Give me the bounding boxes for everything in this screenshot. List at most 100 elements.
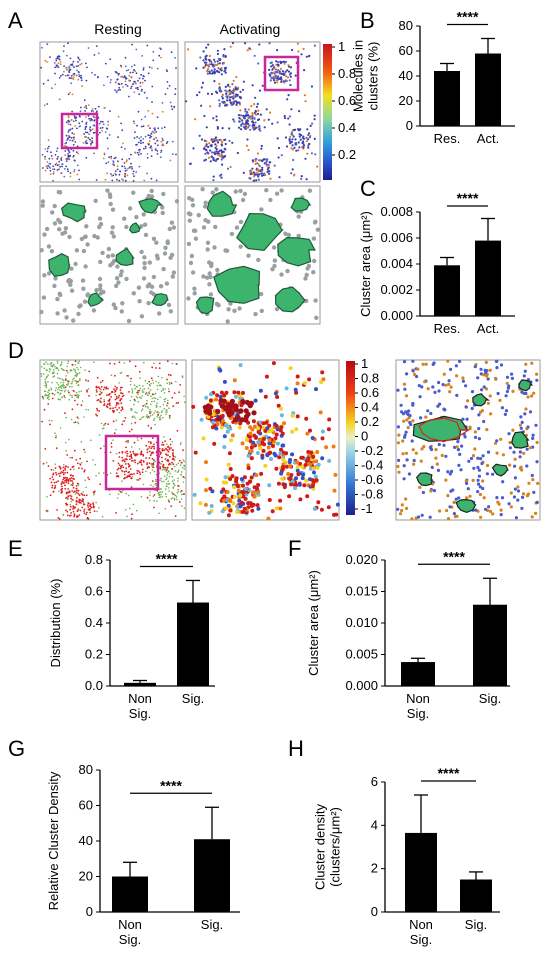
molecule-point [283, 231, 288, 236]
y-tick-label: 0.6 [85, 584, 103, 599]
molecule-point [509, 505, 513, 509]
molecule-point [79, 366, 82, 369]
molecule-point [72, 136, 75, 139]
molecule-point [132, 460, 135, 462]
molecule-point [226, 103, 229, 106]
molecule-point [274, 506, 279, 511]
molecule-point [132, 71, 134, 74]
molecule-point [70, 495, 73, 498]
molecule-point [110, 157, 112, 160]
molecule-point [259, 169, 262, 172]
molecule-point [155, 367, 157, 369]
molecule-point [217, 150, 220, 153]
y-tick-label: 60 [79, 798, 93, 813]
molecule-point [76, 164, 79, 167]
colorbar-tick-label: -0.4 [361, 458, 383, 473]
molecule-point [44, 155, 46, 158]
molecule-point [267, 441, 272, 446]
molecule-point [221, 95, 224, 98]
cluster-outline [511, 431, 530, 449]
molecule-point [226, 167, 230, 170]
molecule-point [507, 384, 511, 388]
molecule-point [244, 108, 247, 111]
molecule-point [60, 367, 63, 370]
molecule-point [133, 122, 136, 125]
molecule-point [220, 154, 223, 157]
molecule-point [286, 69, 289, 72]
molecule-point [67, 277, 72, 283]
molecule-point [137, 141, 140, 144]
molecule-point [290, 131, 293, 134]
molecule-point [476, 376, 480, 380]
molecule-point [486, 401, 490, 405]
molecule-point [55, 311, 60, 316]
y-axis-label: Cluster area (μm²) [358, 211, 373, 317]
molecule-point [293, 146, 296, 149]
molecule-point [513, 457, 517, 461]
molecule-point [241, 483, 245, 488]
molecule-point [80, 404, 83, 407]
dual-color-scatter-image [39, 359, 187, 521]
molecule-point [198, 91, 201, 94]
molecule-point [485, 428, 489, 432]
molecule-point [150, 403, 152, 406]
molecule-point [67, 488, 70, 490]
molecule-point [220, 151, 224, 154]
molecule-point [169, 443, 172, 446]
molecule-point [228, 499, 233, 503]
molecule-point [105, 386, 108, 389]
molecule-point [63, 390, 66, 393]
molecule-point [171, 153, 174, 156]
molecule-point [246, 253, 251, 258]
molecule-point [75, 119, 77, 122]
molecule-point [477, 468, 481, 472]
molecule-point [156, 411, 158, 414]
molecule-point [116, 408, 119, 411]
molecule-point [166, 449, 169, 452]
molecule-point [47, 381, 49, 383]
molecule-point [126, 318, 132, 324]
molecule-point [508, 440, 512, 445]
molecule-point [259, 159, 262, 162]
molecule-point [117, 396, 120, 399]
molecule-point [120, 371, 123, 374]
molecule-point [68, 438, 70, 441]
molecule-point [69, 123, 72, 126]
molecule-point [254, 473, 259, 478]
molecule-point [57, 480, 60, 482]
molecule-point [152, 485, 154, 488]
molecule-point [92, 459, 94, 461]
molecule-point [170, 382, 173, 385]
molecule-point [279, 188, 284, 193]
molecule-point [142, 265, 147, 271]
molecule-point [280, 476, 285, 481]
molecule-point [124, 76, 126, 79]
molecule-point [524, 362, 528, 366]
molecule-point [180, 442, 182, 444]
molecule-point [210, 145, 213, 148]
molecule-point [436, 468, 441, 472]
molecule-point [75, 503, 78, 506]
molecule-point [76, 497, 78, 499]
molecule-point [109, 451, 112, 454]
molecule-point [85, 105, 87, 107]
molecule-point [257, 62, 260, 65]
molecule-point [124, 80, 127, 83]
molecule-point [60, 363, 63, 365]
molecule-point [305, 55, 308, 58]
molecule-point [213, 224, 218, 230]
molecule-point [228, 410, 235, 416]
molecule-point [168, 490, 170, 492]
molecule-point [130, 166, 133, 168]
molecule-point [420, 385, 424, 389]
molecule-point [298, 133, 301, 136]
molecule-point [70, 82, 73, 85]
molecule-point [122, 179, 125, 182]
molecule-point [426, 387, 430, 391]
molecule-point [147, 72, 150, 75]
molecule-point [133, 384, 136, 387]
molecule-point [129, 71, 132, 74]
molecule-point [95, 501, 97, 504]
molecule-point [458, 359, 462, 363]
molecule-point [256, 112, 260, 116]
